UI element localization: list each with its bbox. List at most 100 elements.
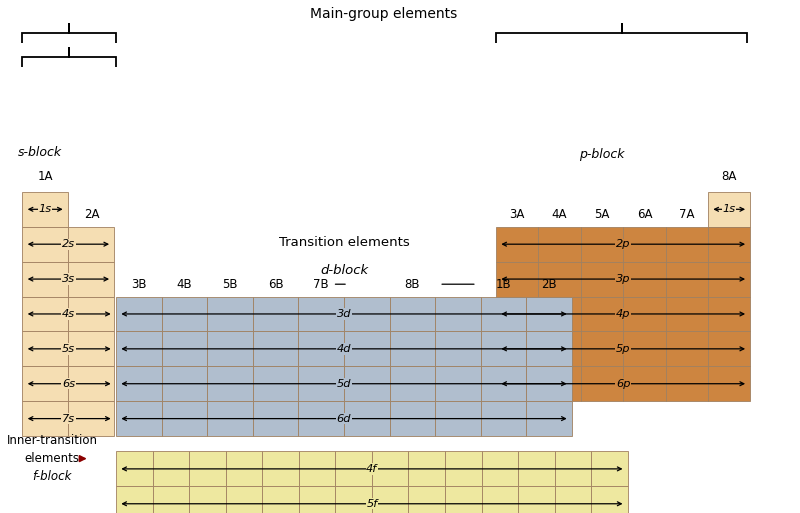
Bar <box>162 331 207 366</box>
Bar <box>68 401 114 436</box>
Bar <box>481 331 526 366</box>
Bar <box>496 331 538 366</box>
Bar <box>153 486 189 513</box>
Text: 4A: 4A <box>552 208 567 221</box>
Bar <box>335 451 372 486</box>
Bar <box>372 451 409 486</box>
Text: 4p: 4p <box>616 309 630 319</box>
Bar <box>581 227 623 262</box>
Text: Inner-transition: Inner-transition <box>6 434 98 447</box>
Bar <box>116 401 162 436</box>
Bar <box>189 486 226 513</box>
Text: 7s: 7s <box>62 413 75 424</box>
Text: 5f: 5f <box>366 499 378 509</box>
Bar <box>22 297 68 331</box>
Bar <box>581 366 623 401</box>
Text: 1s: 1s <box>722 204 736 214</box>
Bar <box>22 227 68 262</box>
Text: s-block: s-block <box>18 146 62 159</box>
Text: f-block: f-block <box>32 470 72 483</box>
Bar <box>538 262 581 297</box>
Bar <box>344 331 390 366</box>
Bar <box>189 451 226 486</box>
Bar <box>409 486 445 513</box>
Text: 3s: 3s <box>62 274 75 284</box>
Bar <box>445 486 482 513</box>
Bar <box>554 486 591 513</box>
Bar <box>22 401 68 436</box>
Text: 3A: 3A <box>510 208 525 221</box>
Text: Transition elements: Transition elements <box>278 236 410 249</box>
Bar <box>435 297 481 331</box>
Bar <box>253 401 298 436</box>
Text: 3d: 3d <box>337 309 351 319</box>
Bar <box>298 297 344 331</box>
Text: 6s: 6s <box>62 379 75 389</box>
Bar <box>162 366 207 401</box>
Text: 8B: 8B <box>405 278 420 291</box>
Bar <box>591 451 628 486</box>
Bar <box>207 401 253 436</box>
Bar <box>335 486 372 513</box>
Bar <box>116 366 162 401</box>
Bar <box>116 297 162 331</box>
Text: 7A: 7A <box>679 208 694 221</box>
Bar <box>253 331 298 366</box>
Bar <box>298 451 335 486</box>
Text: 5s: 5s <box>62 344 75 354</box>
Text: 4f: 4f <box>366 464 378 474</box>
Bar <box>666 227 708 262</box>
Bar <box>481 297 526 331</box>
Bar <box>298 331 344 366</box>
Bar <box>68 262 114 297</box>
Text: 1A: 1A <box>38 170 53 183</box>
Bar <box>554 451 591 486</box>
Bar <box>116 331 162 366</box>
Bar <box>253 297 298 331</box>
Bar <box>116 451 153 486</box>
Bar <box>390 297 435 331</box>
Text: 5d: 5d <box>337 379 351 389</box>
Bar <box>68 227 114 262</box>
Bar <box>538 297 581 331</box>
Bar <box>22 192 68 227</box>
Bar <box>481 401 526 436</box>
Text: 1B: 1B <box>496 278 511 291</box>
Bar <box>226 451 262 486</box>
Bar <box>526 366 572 401</box>
Bar <box>581 262 623 297</box>
Text: 1s: 1s <box>38 204 52 214</box>
Bar <box>445 451 482 486</box>
Bar <box>581 297 623 331</box>
Bar <box>623 227 666 262</box>
Bar <box>623 331 666 366</box>
Text: 2p: 2p <box>616 239 630 249</box>
Bar <box>226 486 262 513</box>
Bar <box>68 297 114 331</box>
Bar <box>344 297 390 331</box>
Bar <box>207 331 253 366</box>
Bar <box>253 366 298 401</box>
Bar <box>591 486 628 513</box>
Bar <box>538 366 581 401</box>
Bar <box>207 366 253 401</box>
Bar <box>708 297 750 331</box>
Bar <box>518 486 554 513</box>
Bar <box>623 297 666 331</box>
Bar <box>22 331 68 366</box>
Bar <box>298 486 335 513</box>
Bar <box>526 331 572 366</box>
Bar <box>482 486 518 513</box>
Text: 6B: 6B <box>268 278 283 291</box>
Text: 5A: 5A <box>594 208 610 221</box>
Bar <box>435 331 481 366</box>
Bar <box>666 262 708 297</box>
Text: 5B: 5B <box>222 278 238 291</box>
Text: 6p: 6p <box>616 379 630 389</box>
Bar <box>153 451 189 486</box>
Bar <box>435 366 481 401</box>
Bar <box>68 331 114 366</box>
Bar <box>538 331 581 366</box>
Text: 8A: 8A <box>722 170 737 183</box>
Bar <box>390 331 435 366</box>
